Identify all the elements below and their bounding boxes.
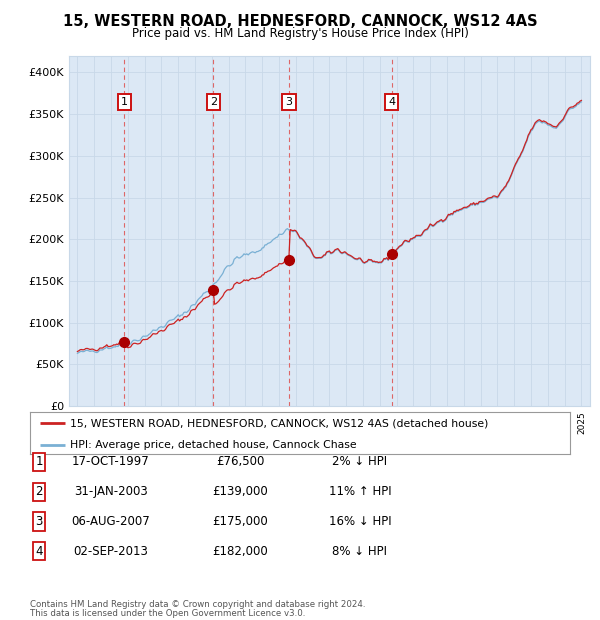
Text: 31-JAN-2003: 31-JAN-2003	[74, 485, 148, 498]
Text: 06-AUG-2007: 06-AUG-2007	[71, 515, 151, 528]
Text: 4: 4	[388, 97, 395, 107]
Text: 11% ↑ HPI: 11% ↑ HPI	[329, 485, 391, 498]
Text: £139,000: £139,000	[212, 485, 268, 498]
Text: 4: 4	[35, 545, 43, 557]
Text: Contains HM Land Registry data © Crown copyright and database right 2024.: Contains HM Land Registry data © Crown c…	[30, 600, 365, 609]
Text: 2: 2	[35, 485, 43, 498]
Text: This data is licensed under the Open Government Licence v3.0.: This data is licensed under the Open Gov…	[30, 608, 305, 618]
Text: 17-OCT-1997: 17-OCT-1997	[72, 456, 150, 468]
Text: 3: 3	[286, 97, 293, 107]
Text: 15, WESTERN ROAD, HEDNESFORD, CANNOCK, WS12 4AS: 15, WESTERN ROAD, HEDNESFORD, CANNOCK, W…	[62, 14, 538, 29]
Text: £182,000: £182,000	[212, 545, 268, 557]
Text: 2: 2	[210, 97, 217, 107]
Text: 3: 3	[35, 515, 43, 528]
Text: 1: 1	[121, 97, 128, 107]
Text: 16% ↓ HPI: 16% ↓ HPI	[329, 515, 391, 528]
Text: £76,500: £76,500	[216, 456, 264, 468]
Text: HPI: Average price, detached house, Cannock Chase: HPI: Average price, detached house, Cann…	[71, 440, 357, 450]
Text: £175,000: £175,000	[212, 515, 268, 528]
Text: 15, WESTERN ROAD, HEDNESFORD, CANNOCK, WS12 4AS (detached house): 15, WESTERN ROAD, HEDNESFORD, CANNOCK, W…	[71, 418, 489, 428]
Text: Price paid vs. HM Land Registry's House Price Index (HPI): Price paid vs. HM Land Registry's House …	[131, 27, 469, 40]
Text: 8% ↓ HPI: 8% ↓ HPI	[332, 545, 388, 557]
Text: 2% ↓ HPI: 2% ↓ HPI	[332, 456, 388, 468]
Text: 02-SEP-2013: 02-SEP-2013	[74, 545, 148, 557]
Text: 1: 1	[35, 456, 43, 468]
